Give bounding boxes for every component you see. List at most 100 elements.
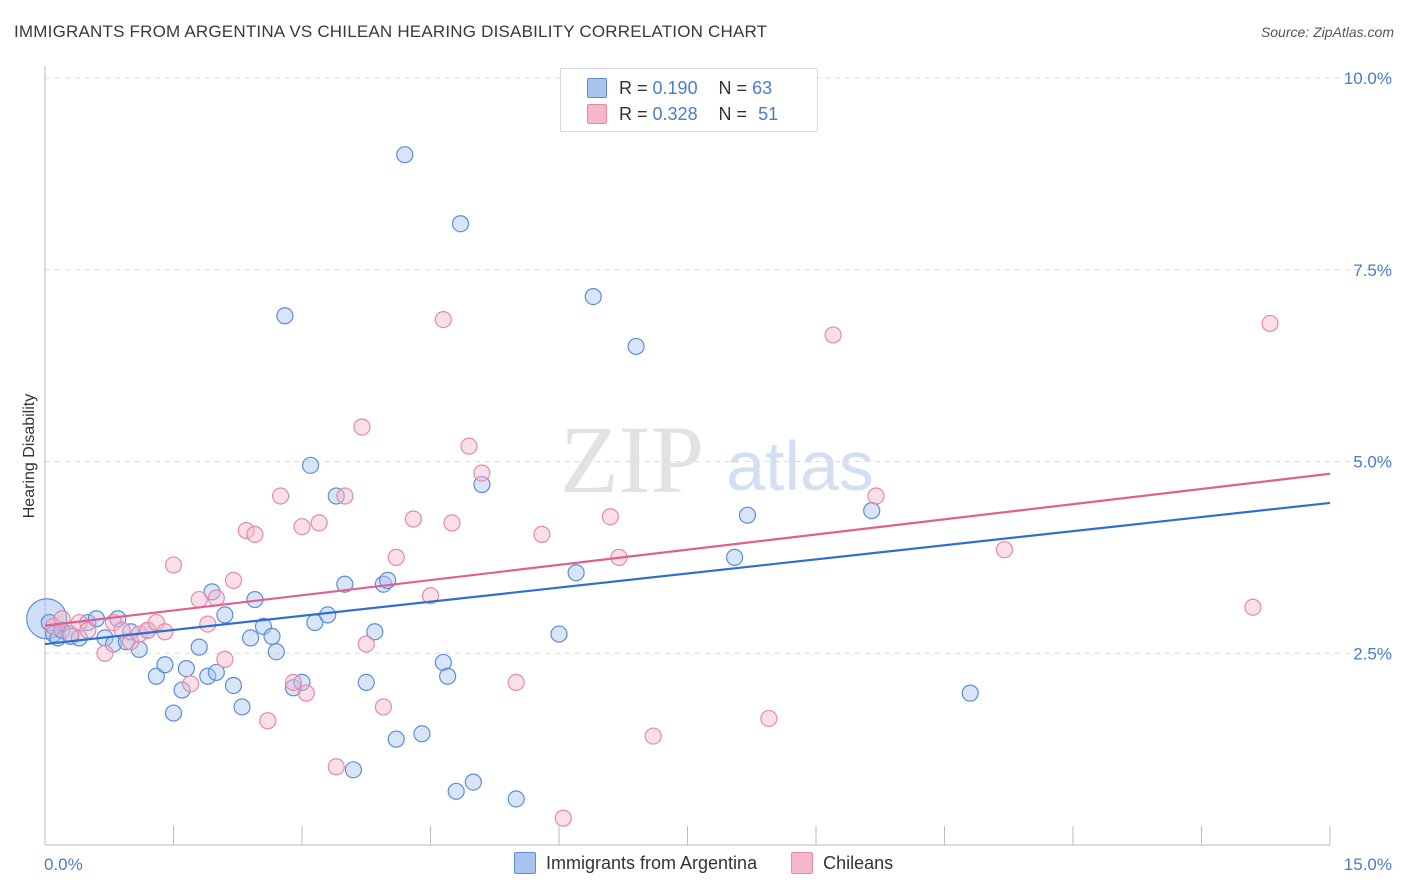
data-point-argentina: [357, 673, 375, 691]
data-point-chileans: [824, 326, 842, 344]
data-point-argentina: [242, 629, 260, 647]
legend-n-value: 51: [758, 103, 779, 124]
data-point-argentina: [627, 337, 645, 356]
watermark: ZIP atlas: [560, 406, 874, 513]
legend-r-label: R =: [619, 103, 648, 124]
legend-row-argentina: R = 0.190 N = 63: [587, 77, 772, 99]
data-point-chileans: [259, 712, 277, 730]
legend-label-chileans: Chileans: [823, 852, 894, 873]
data-point-argentina: [336, 575, 354, 593]
y-tick-label: 5.0%: [1353, 453, 1392, 472]
data-point-argentina: [173, 681, 191, 699]
data-point-chileans: [353, 418, 371, 436]
data-point-argentina: [464, 773, 482, 791]
legend-swatch-argentina: [587, 78, 607, 98]
data-point-argentina: [233, 698, 251, 716]
data-point-chileans: [284, 673, 303, 691]
y-tick-label: 10.0%: [1344, 69, 1392, 88]
data-point-chileans: [995, 541, 1014, 559]
data-point-chileans: [96, 644, 114, 662]
data-point-chileans: [554, 809, 572, 827]
data-point-argentina: [726, 548, 744, 566]
legend-swatch-chileans: [791, 852, 814, 874]
data-point-chileans: [387, 548, 405, 566]
data-point-argentina: [199, 667, 217, 685]
data-point-argentina: [156, 656, 174, 674]
data-point-chileans: [644, 727, 662, 745]
data-point-chileans: [297, 684, 315, 702]
y-axis-title: Hearing Disability: [21, 394, 38, 519]
data-point-chileans: [79, 621, 97, 639]
data-point-chileans: [404, 510, 422, 528]
data-point-argentina: [284, 679, 303, 697]
data-point-chileans: [507, 673, 525, 691]
trend-line-argentina: [44, 501, 1331, 646]
data-point-chileans: [147, 613, 165, 632]
legend-r-value: 0.328: [652, 103, 698, 124]
data-point-chileans: [601, 508, 620, 526]
y-tick-label: 2.5%: [1353, 644, 1392, 663]
data-point-argentina: [216, 606, 234, 624]
data-point-argentina: [451, 215, 470, 233]
data-point-argentina: [267, 643, 285, 661]
data-point-chileans: [357, 635, 375, 653]
data-point-argentina: [164, 704, 183, 722]
data-point-chileans: [190, 590, 208, 609]
x-tick-label-min: 0.0%: [44, 855, 83, 874]
data-point-argentina: [177, 659, 195, 678]
data-point-argentina: [439, 667, 457, 685]
data-point-chileans: [760, 709, 778, 728]
data-point-argentina: [147, 667, 165, 685]
data-point-chileans: [182, 675, 200, 693]
data-point-chileans: [460, 437, 478, 455]
data-point-chileans: [199, 615, 217, 633]
data-point-chileans: [164, 556, 183, 574]
data-point-chileans: [867, 487, 885, 505]
x-tick-labels: 0.0% 15.0%: [44, 855, 1392, 874]
legend-n-label: N =: [718, 77, 748, 98]
data-point-chileans: [271, 487, 290, 505]
data-point-argentina: [434, 653, 452, 672]
legend-label-argentina: Immigrants from Argentina: [546, 852, 758, 873]
data-point-chileans: [421, 587, 440, 605]
legend-item-argentina: Immigrants from Argentina: [514, 852, 757, 874]
legend-r-label: R =: [619, 77, 648, 98]
data-point-argentina: [738, 506, 757, 524]
data-point-argentina: [344, 761, 362, 779]
data-point-argentina: [961, 684, 979, 702]
data-point-argentina: [207, 663, 225, 682]
data-point-chileans: [293, 518, 311, 536]
data-point-chileans: [216, 650, 234, 668]
data-point-chileans: [336, 487, 354, 505]
data-point-chileans: [443, 514, 461, 532]
legend-r-value: 0.190: [652, 77, 698, 98]
legend-swatch-argentina: [514, 852, 536, 874]
data-point-argentina: [396, 146, 414, 164]
legend-item-chileans: Chileans: [791, 852, 893, 874]
legend-n-value: 63: [752, 77, 773, 98]
correlation-legend: R = 0.190 N = 63 R = 0.328 N = 51: [560, 68, 818, 132]
grid-lines: [45, 77, 1392, 654]
data-point-chileans: [374, 698, 392, 716]
data-point-argentina: [387, 730, 405, 748]
series-legend: Immigrants from Argentina Chileans: [514, 852, 927, 874]
watermark-zip: ZIP: [560, 406, 704, 513]
data-point-argentina: [366, 623, 384, 641]
y-tick-label: 7.5%: [1353, 261, 1392, 280]
data-point-chileans: [434, 311, 452, 329]
data-point-chileans: [310, 514, 328, 532]
x-tick-label-max: 15.0%: [1344, 855, 1392, 874]
axes: [44, 66, 1331, 846]
data-point-argentina: [550, 625, 568, 643]
data-point-argentina: [319, 606, 337, 624]
data-point-argentina: [507, 790, 525, 808]
legend-row-chileans: R = 0.328 N = 51: [587, 103, 778, 125]
chart-title: IMMIGRANTS FROM ARGENTINA VS CHILEAN HEA…: [14, 22, 768, 41]
data-point-argentina: [567, 564, 585, 582]
data-point-argentina: [224, 676, 243, 695]
data-point-chileans: [237, 521, 255, 540]
data-point-chileans: [473, 464, 491, 482]
data-point-argentina: [447, 782, 465, 800]
data-point-chileans: [224, 571, 243, 589]
